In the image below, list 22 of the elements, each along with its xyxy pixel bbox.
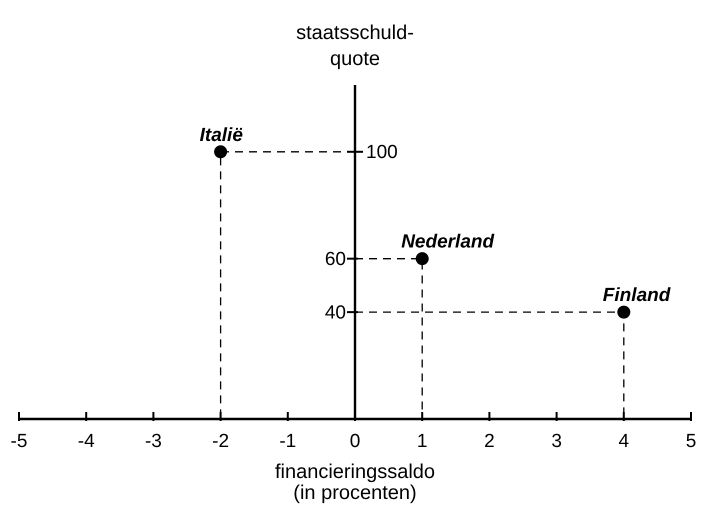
- y-axis-title: staatsschuld- quote: [296, 22, 414, 70]
- x-tick-label: 3: [551, 431, 562, 452]
- annotation: Finland: [602, 285, 671, 306]
- x-tick-label: 4: [618, 431, 630, 452]
- x-tick-label: 5: [686, 431, 696, 452]
- x-tick-label: 0: [350, 431, 360, 452]
- x-tick-label: -1: [279, 431, 296, 452]
- x-tick-label: 2: [484, 431, 495, 452]
- y-tick-label: 40: [324, 302, 346, 324]
- point: [416, 252, 429, 266]
- x-axis-title: financieringssaldo (in procenten): [274, 461, 436, 504]
- x-tick-label: 1: [416, 431, 428, 452]
- annotation: Nederland: [401, 232, 495, 253]
- annotation: 100: [366, 142, 398, 164]
- x-tick-label: -3: [144, 431, 162, 452]
- x-tick-label: -5: [10, 431, 28, 452]
- point: [617, 306, 630, 319]
- x-tick-label: -2: [212, 431, 230, 452]
- y-tick-label: 60: [324, 248, 346, 270]
- x-tick-label: -4: [78, 431, 96, 452]
- point: [214, 145, 228, 158]
- annotation: Italië: [200, 124, 244, 146]
